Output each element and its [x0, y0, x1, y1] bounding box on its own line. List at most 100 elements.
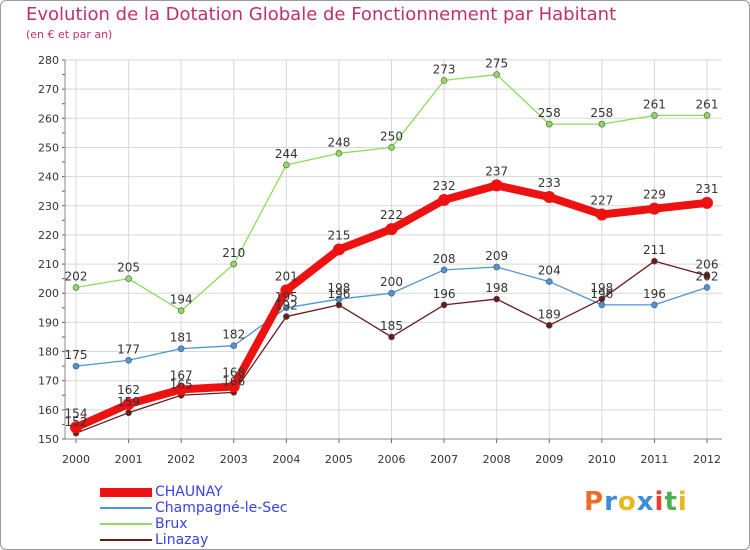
- data-label: 152: [65, 415, 88, 429]
- x-tick-label: 2007: [430, 453, 458, 466]
- data-label: 194: [170, 293, 193, 307]
- x-tick-label: 2012: [693, 453, 721, 466]
- legend-item: Champagné-le-Sec: [100, 500, 360, 516]
- data-label: 237: [485, 164, 508, 178]
- data-point: [490, 179, 503, 192]
- x-tick-label: 2006: [378, 453, 406, 466]
- logo-letter: i: [677, 487, 688, 517]
- x-tick-label: 2005: [325, 453, 353, 466]
- x-tick-label: 2011: [640, 453, 668, 466]
- data-label: 189: [538, 307, 561, 321]
- data-point: [283, 161, 290, 169]
- data-label: 167: [170, 368, 193, 382]
- chart-subtitle: (en € et par an): [26, 28, 113, 41]
- data-label: 248: [327, 135, 350, 149]
- grid: [65, 59, 722, 440]
- logo-letter: o: [617, 487, 637, 517]
- x-tick-label: 2004: [272, 453, 300, 466]
- data-label: 208: [433, 252, 456, 266]
- data-label: 198: [485, 281, 508, 295]
- x-tick-label: 2008: [483, 453, 511, 466]
- y-tick-label: 210: [38, 258, 59, 271]
- data-point: [701, 196, 713, 209]
- data-point: [283, 304, 290, 312]
- data-label: 261: [696, 97, 719, 111]
- data-point: [335, 149, 343, 157]
- data-label: 182: [222, 328, 245, 342]
- data-label: 244: [275, 147, 298, 161]
- data-point: [598, 120, 606, 128]
- data-point: [280, 284, 293, 297]
- data-label: 206: [696, 258, 719, 272]
- x-tick-label: 2002: [167, 453, 195, 466]
- data-point: [175, 383, 188, 396]
- legend-swatch: [100, 539, 152, 541]
- series-lines: [70, 71, 713, 437]
- data-label: 222: [380, 208, 403, 222]
- data-point: [227, 380, 240, 393]
- data-point: [493, 263, 500, 271]
- data-point: [651, 301, 658, 309]
- legend-label: Brux: [155, 516, 188, 532]
- y-tick-label: 270: [38, 83, 59, 96]
- x-tick-label: 2009: [535, 453, 563, 466]
- data-point: [122, 398, 135, 411]
- data-point: [703, 112, 711, 119]
- legend: CHAUNAY Champagné-le-Sec Brux Linazay: [100, 484, 360, 548]
- proxiti-logo: Proxiti: [584, 487, 688, 517]
- data-point: [388, 333, 395, 341]
- data-label: 210: [222, 246, 245, 260]
- data-point: [598, 301, 606, 309]
- data-label: 209: [485, 249, 508, 263]
- data-point: [332, 243, 345, 256]
- logo-letter: r: [604, 487, 618, 517]
- y-tick-label: 250: [38, 141, 59, 154]
- data-point: [703, 272, 711, 280]
- legend-item: Linazay: [100, 532, 360, 548]
- data-label: 196: [590, 287, 613, 301]
- data-label: 175: [65, 348, 88, 362]
- data-point: [543, 191, 556, 204]
- chart-title: Evolution de la Dotation Globale de Fonc…: [26, 4, 617, 25]
- data-label: 196: [327, 287, 350, 301]
- data-point: [440, 77, 448, 84]
- y-tick-label: 160: [38, 404, 59, 417]
- legend-item: Brux: [100, 516, 360, 532]
- legend-label: Linazay: [155, 532, 209, 548]
- data-point: [230, 342, 238, 350]
- data-label: 198: [590, 281, 613, 295]
- data-label: 168: [222, 366, 245, 380]
- logo-letter: t: [664, 487, 678, 517]
- x-tick-label: 2000: [62, 453, 90, 466]
- legend-swatch: [100, 487, 152, 497]
- x-tick-label: 2010: [588, 453, 616, 466]
- x-tick-label: 2001: [115, 453, 143, 466]
- logo-letter: x: [636, 487, 655, 517]
- data-label: 231: [696, 182, 719, 196]
- axes: 150 160 170 180 190 200 210 220 230 240 250 260 270 2…: [38, 54, 722, 466]
- y-tick-label: 230: [38, 200, 59, 213]
- logo-letter: i: [654, 487, 665, 517]
- x-tick-label: 2003: [220, 453, 248, 466]
- data-point: [283, 313, 290, 320]
- data-point: [388, 144, 395, 151]
- data-point: [703, 284, 711, 291]
- data-label: 201: [275, 269, 298, 283]
- data-point: [493, 71, 500, 78]
- data-point: [72, 284, 80, 291]
- data-point: [385, 223, 398, 236]
- legend-label: CHAUNAY: [155, 484, 223, 500]
- data-point: [598, 295, 606, 303]
- y-tick-label: 190: [38, 316, 59, 329]
- data-point: [545, 120, 553, 128]
- data-point: [440, 301, 448, 309]
- data-label: 232: [433, 179, 456, 193]
- data-label: 275: [485, 57, 508, 71]
- data-label: 154: [65, 406, 88, 420]
- data-label: 227: [590, 194, 613, 208]
- data-point: [438, 193, 451, 206]
- data-label: 159: [117, 395, 140, 409]
- data-point: [125, 275, 132, 282]
- logo-letter: P: [584, 487, 605, 517]
